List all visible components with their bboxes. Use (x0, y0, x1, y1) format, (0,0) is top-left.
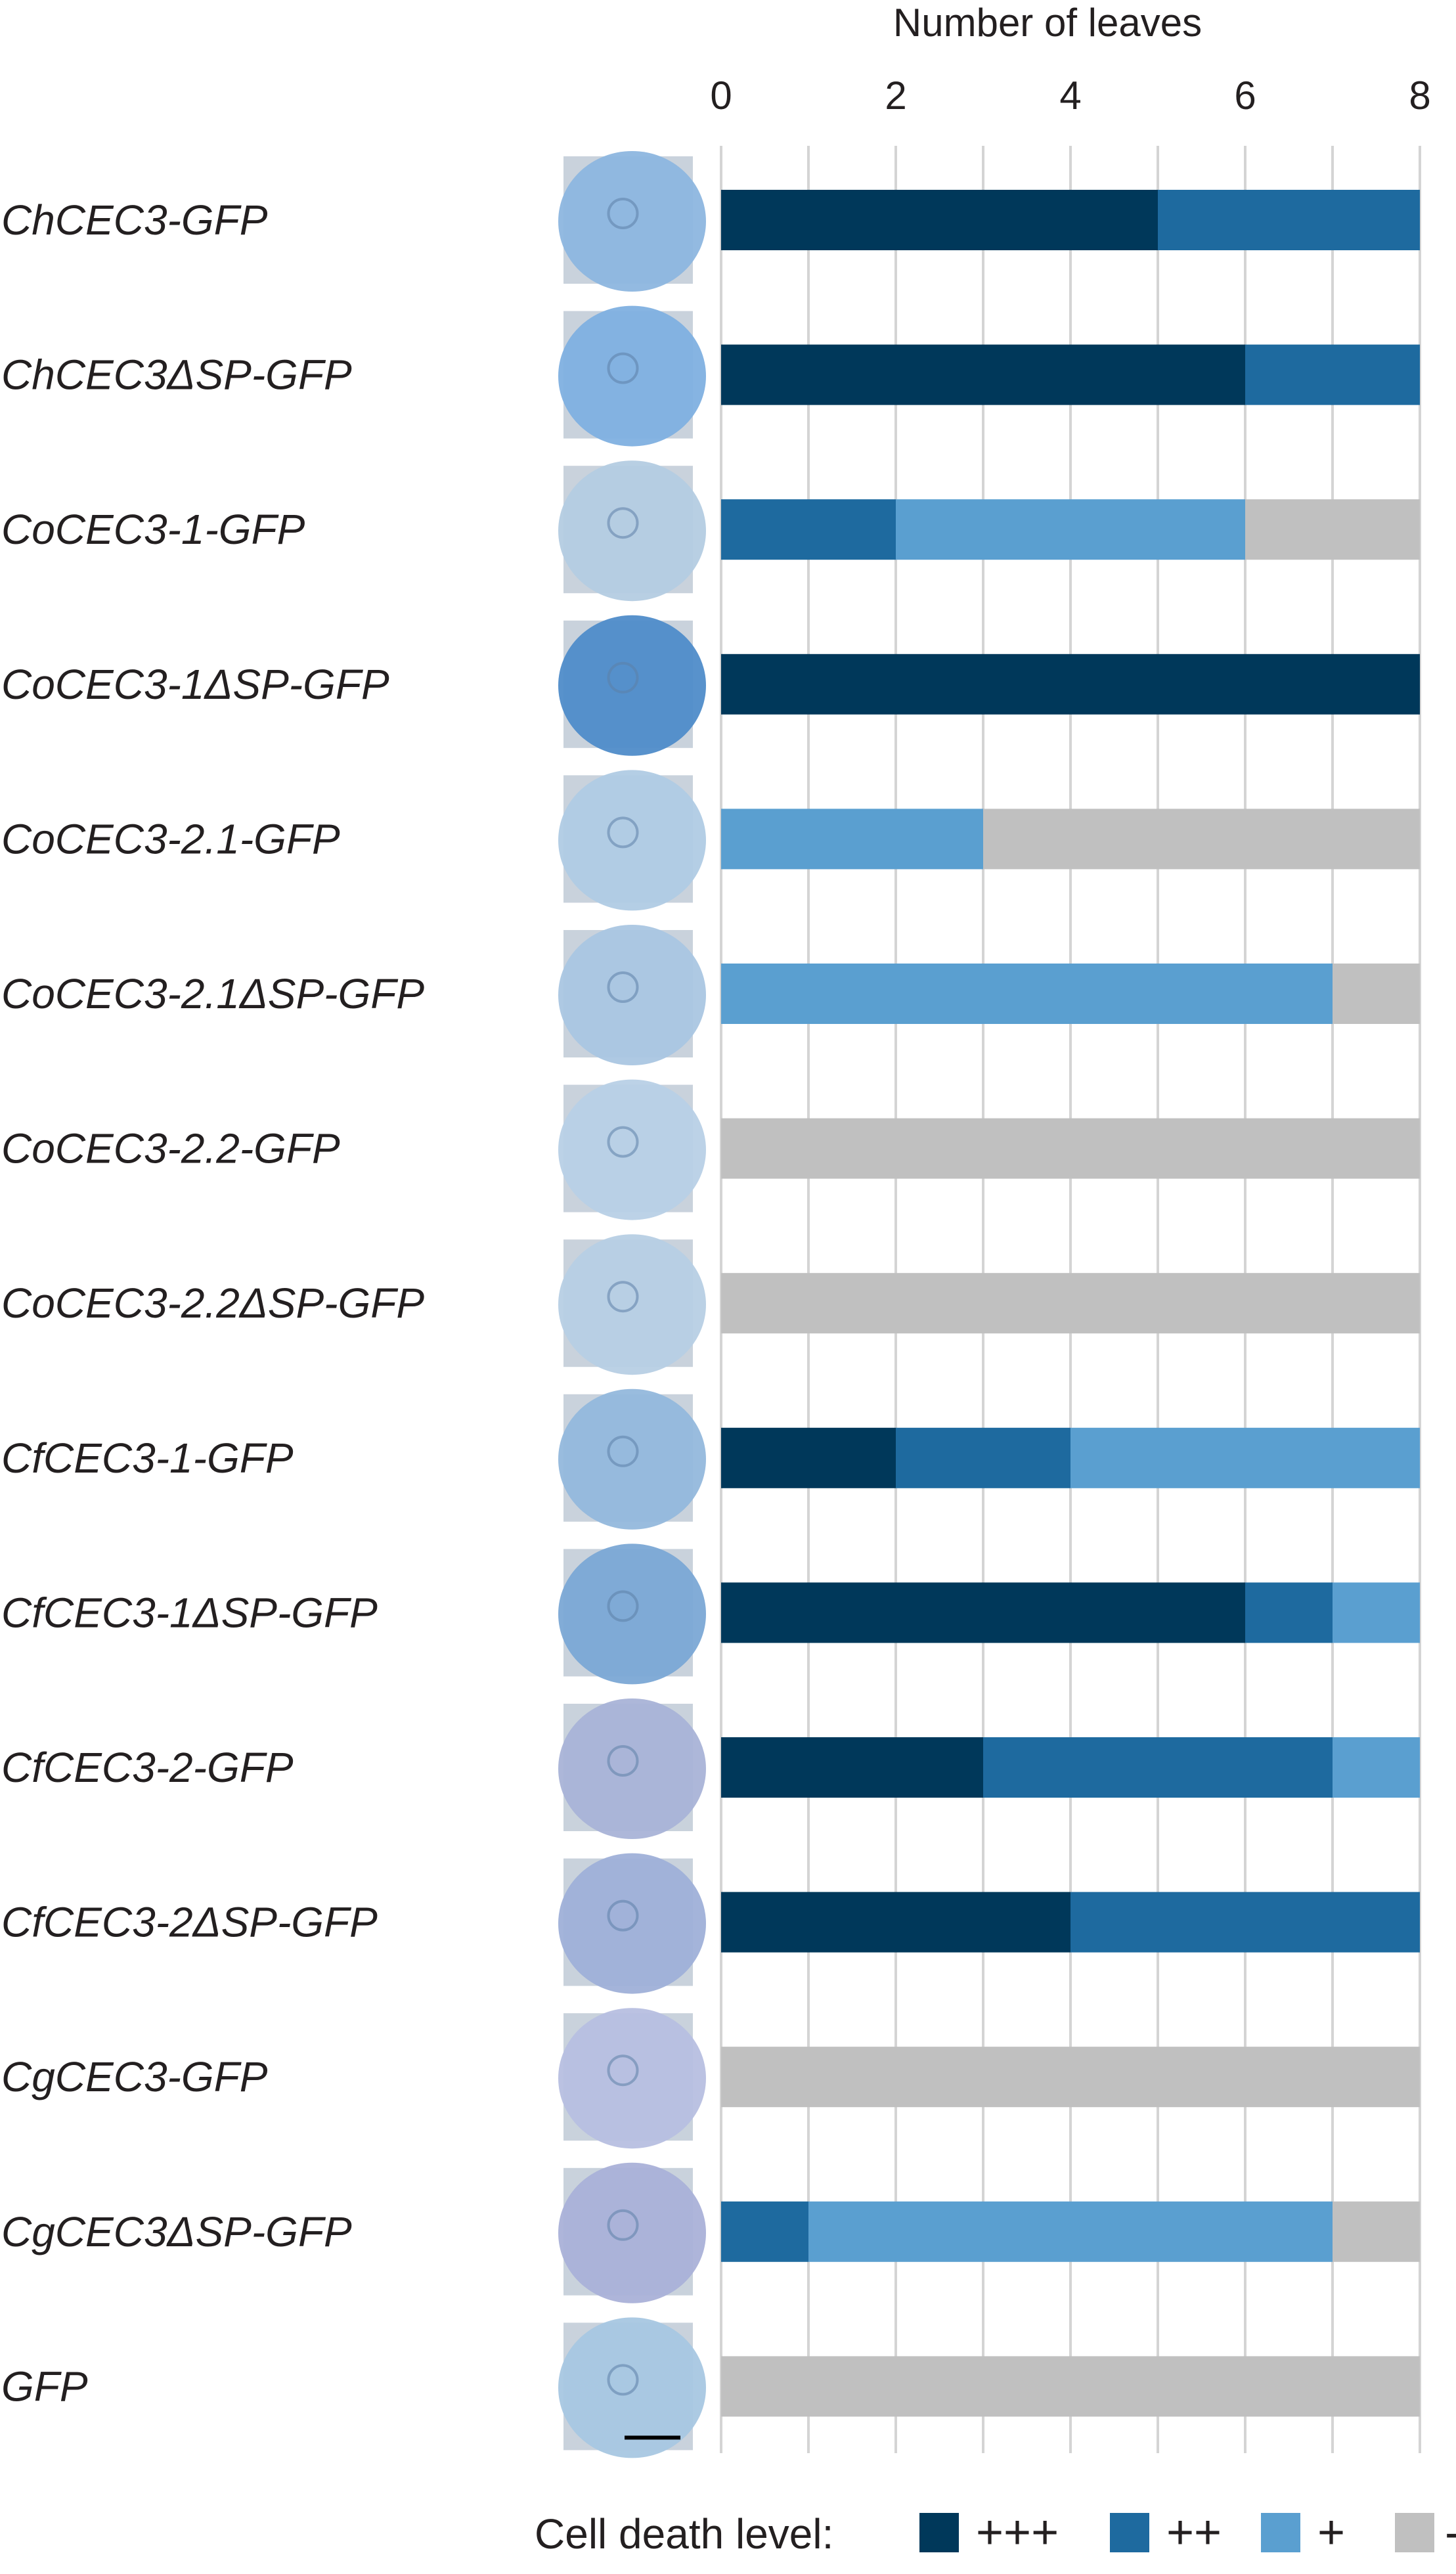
legend-label: + (1317, 2506, 1345, 2559)
leaf-thumbnail (558, 770, 706, 911)
stacked-bars (721, 190, 1420, 2417)
bar-segment (1158, 190, 1420, 250)
bar-segment (1333, 1737, 1420, 1798)
row-label: ChCEC3ΔSP-GFP (1, 351, 352, 399)
leaf-thumbnail (558, 2162, 706, 2303)
bar-segment (983, 809, 1420, 870)
row-label: CoCEC3-2.1ΔSP-GFP (1, 970, 424, 1017)
row-label: CoCEC3-1-GFP (1, 506, 305, 553)
row-label: CgCEC3ΔSP-GFP (1, 2208, 352, 2255)
row-label: CfCEC3-2-GFP (1, 1744, 294, 1791)
leaf-thumbnail (558, 1543, 706, 1685)
leaf-thumbnail (558, 151, 706, 292)
row-label: CfCEC3-1-GFP (1, 1434, 294, 1482)
row-label: CoCEC3-2.2ΔSP-GFP (1, 1279, 424, 1327)
bar-segment (1245, 499, 1420, 560)
leaf-thumbnail (558, 1388, 706, 1530)
leaf-thumbnail (558, 925, 706, 1065)
bar-segment (721, 964, 1333, 1024)
bar-segment (721, 190, 1158, 250)
x-tick-label: 2 (885, 74, 906, 118)
bar-segment (721, 1892, 1070, 1953)
bar-segment (1333, 2201, 1420, 2262)
bar-segment (1245, 344, 1420, 405)
leaf-thumbnail (558, 2008, 706, 2149)
bar-segment (896, 1427, 1070, 1488)
leaf-thumbnail (558, 1853, 706, 1994)
bar-segment (721, 654, 1420, 715)
bar-segment (1070, 1427, 1420, 1488)
row-label: CgCEC3-GFP (1, 2053, 268, 2100)
bar-segment (721, 1273, 1420, 1334)
leaf-thumbnail (558, 460, 706, 602)
bar-segment (1245, 1582, 1333, 1643)
bar-segment (721, 1118, 1420, 1179)
legend-swatch (1261, 2513, 1300, 2552)
row-label: CoCEC3-1ΔSP-GFP (1, 661, 389, 708)
bar-segment (1070, 1892, 1420, 1953)
row-label: ChCEC3-GFP (1, 196, 268, 244)
bar-segment (1333, 964, 1420, 1024)
row-labels: ChCEC3-GFP ChCEC3ΔSP-GFP CoCEC3-1-GFP CoCEC… (1, 196, 424, 2410)
legend-label: ++ (1166, 2506, 1222, 2559)
x-axis-title: Number of leaves (893, 1, 1202, 45)
bar-segment (721, 344, 1245, 405)
leaf-thumbnail (558, 1698, 706, 1839)
row-label: CfCEC3-2ΔSP-GFP (1, 1899, 378, 1946)
leaf-thumbnail (558, 615, 706, 756)
legend-swatch (919, 2513, 959, 2552)
row-label: CfCEC3-1ΔSP-GFP (1, 1589, 378, 1636)
bar-segment (721, 2047, 1420, 2108)
legend-label: - (1445, 2506, 1456, 2559)
bar-segment (721, 1737, 983, 1798)
bar-segment (721, 1427, 896, 1488)
bar-segment (983, 1737, 1333, 1798)
row-label: CoCEC3-2.2-GFP (1, 1125, 340, 1172)
legend: Cell death level: ++++++- (535, 2506, 1456, 2559)
bar-segment (721, 2356, 1420, 2417)
row-label: GFP (1, 2363, 88, 2410)
legend-title: Cell death level: (535, 2510, 833, 2558)
leaf-thumbnails (558, 151, 706, 2458)
bar-segment (721, 809, 983, 870)
bar-segment (721, 2201, 808, 2262)
legend-swatch (1110, 2513, 1149, 2552)
bar-segment (1333, 1582, 1420, 1643)
bar-segment (808, 2201, 1333, 2262)
legend-label: +++ (976, 2506, 1059, 2559)
row-label: CoCEC3-2.1-GFP (1, 815, 340, 862)
leaf-thumbnail (558, 2317, 706, 2458)
leaf-thumbnail (558, 1079, 706, 1220)
bar-segment (721, 1582, 1245, 1643)
x-tick-label: 4 (1059, 74, 1081, 118)
x-tick-label: 8 (1409, 74, 1430, 118)
leaf-thumbnail (558, 1234, 706, 1375)
bar-segment (896, 499, 1245, 560)
x-tick-labels: 0 2 4 6 8 (710, 74, 1430, 118)
x-tick-label: 6 (1234, 74, 1256, 118)
x-tick-label: 0 (710, 74, 732, 118)
bar-segment (721, 499, 896, 560)
leaf-thumbnail (558, 305, 706, 447)
legend-swatch (1395, 2513, 1434, 2552)
